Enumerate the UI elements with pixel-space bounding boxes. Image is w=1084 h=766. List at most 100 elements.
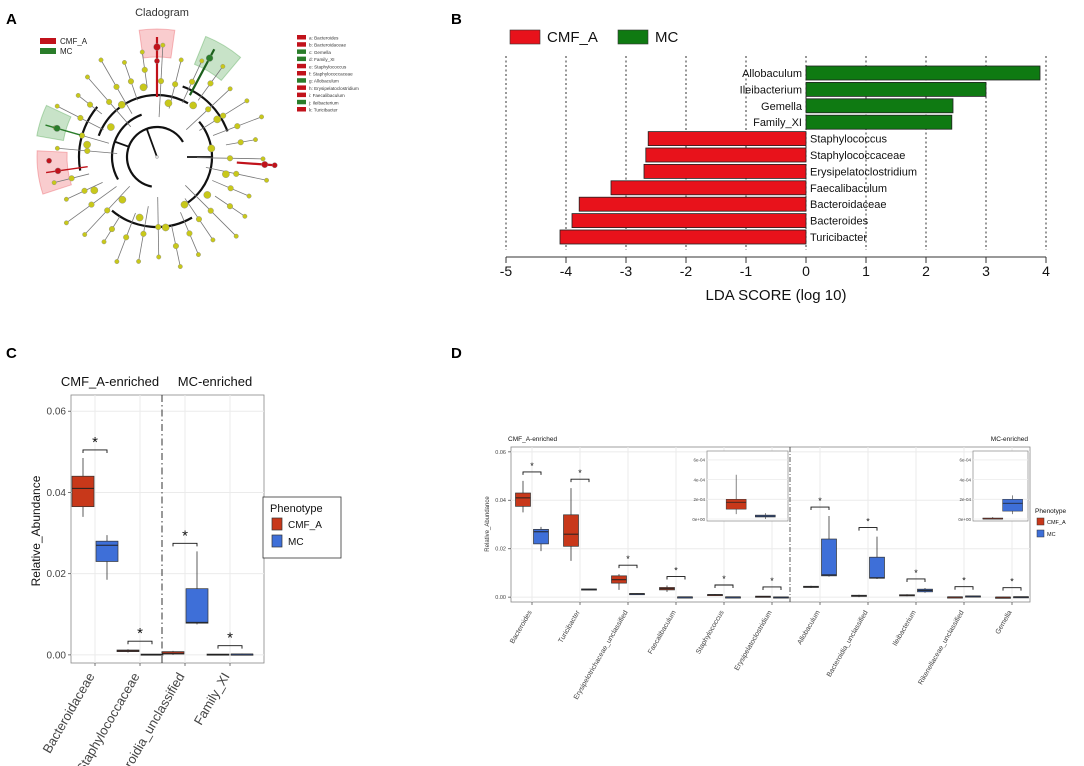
- y-tick-label: 0.04: [47, 488, 67, 499]
- legend-swatch-mc: [617, 29, 649, 45]
- clade-node: [178, 57, 184, 63]
- cladogram-title: Cladogram: [135, 7, 189, 19]
- legend-label-cmf_a: CMF_A: [60, 37, 88, 46]
- legend-swatch-cmf-a: [1036, 517, 1045, 526]
- clade-node: [261, 161, 269, 168]
- taxa-key-label: k: Turicibacter: [309, 108, 338, 113]
- clade-node: [160, 42, 166, 48]
- legend-label-mc: MC: [60, 47, 73, 56]
- inset-plot-cmf: 0e+00 2e-04 4e-04 6e-04: [692, 450, 789, 522]
- clade-node: [227, 185, 234, 192]
- x-tick-label: -5: [500, 263, 513, 279]
- taxa-key-swatch: [297, 42, 306, 47]
- y-tick-label: 0.00: [47, 650, 67, 661]
- x-tick-label: Rikenellaceae_unclassified: [917, 609, 965, 686]
- clade-node: [87, 101, 94, 108]
- clade-node: [207, 80, 214, 87]
- clade-node: [63, 196, 69, 202]
- x-tick-label: Staphylococcus: [695, 609, 726, 655]
- legend-swatch-mc: [271, 534, 283, 548]
- x-tick-label: 1: [862, 263, 870, 279]
- clade-node: [118, 195, 127, 204]
- box-cmf_a: [563, 514, 579, 547]
- sig-star: *: [530, 461, 534, 471]
- clade-node: [226, 203, 233, 210]
- clade-arc: [182, 85, 229, 132]
- legend-label-cmf-a: CMF_A: [288, 520, 322, 531]
- panel-letter-c: C: [6, 345, 17, 362]
- legend-title: Phenotype: [1035, 508, 1066, 515]
- clade-node: [106, 98, 113, 105]
- inset-tick-label: 6e-04: [959, 458, 971, 463]
- clade-node: [220, 63, 226, 69]
- clade-branch: [236, 161, 275, 167]
- clade-arc: [125, 125, 184, 188]
- sig-star: *: [866, 517, 870, 527]
- taxa-key-swatch: [297, 107, 306, 112]
- clade-node: [84, 147, 91, 154]
- bar-bacteroidaceae: [578, 196, 807, 212]
- bar-staphylococcus: [647, 131, 807, 147]
- clade-node: [156, 254, 162, 260]
- box-mc: [869, 556, 885, 579]
- clade-node: [101, 239, 107, 245]
- taxa-key-label: a: Bacteroides: [309, 36, 339, 41]
- boxplot-c: 0.000.020.040.06*Bacteroidaceae*Staphylo…: [29, 374, 342, 766]
- sig-bracket: [954, 586, 974, 590]
- y-tick-label: 0.02: [47, 569, 67, 580]
- legend-label-cmf-a: CMF_A: [1047, 520, 1066, 526]
- sig-bracket: [714, 584, 734, 589]
- taxa-key-swatch: [297, 85, 306, 90]
- bar-turicibacter: [559, 229, 807, 245]
- clade-node: [127, 78, 134, 85]
- clade-node: [195, 216, 202, 223]
- clade-node: [114, 259, 120, 264]
- bar-label-ileibacterium: Ileibacterium: [740, 84, 802, 96]
- clade-node: [271, 162, 278, 169]
- x-tick-label: Ileibacterium: [892, 609, 918, 647]
- legend-swatch-cmf-a: [271, 517, 283, 531]
- clade-highlight: [36, 104, 72, 142]
- clade-node: [85, 74, 90, 80]
- inset-tick-label: 4e-04: [959, 477, 971, 482]
- bar-label-staphylococcaceae: Staphylococcaceae: [810, 150, 905, 162]
- clade-node: [233, 233, 239, 239]
- clade-node: [155, 155, 159, 159]
- panel-letter-a: A: [6, 11, 17, 28]
- x-tick-label: Erysipelotrichaceae_unclassified: [573, 609, 630, 701]
- clade-node: [79, 132, 86, 139]
- bar-erysipelatoclostridium: [643, 163, 807, 179]
- inset-tick-label: 0e+00: [692, 517, 705, 522]
- sig-bracket: [762, 586, 782, 590]
- bar-label-staphylococcus: Staphylococcus: [810, 134, 888, 146]
- clade-node: [226, 155, 233, 162]
- x-axis-title: LDA SCORE (log 10): [706, 287, 847, 304]
- clade-node: [139, 49, 145, 55]
- legend-swatch-cmf_a: [40, 38, 56, 44]
- clade-node: [153, 43, 161, 51]
- x-tick-label: 2: [922, 263, 930, 279]
- bar-faecalibaculum: [610, 180, 807, 196]
- sig-star: *: [914, 568, 918, 578]
- x-tick-label: Erysipelatoclostridium: [734, 609, 774, 672]
- sig-star: *: [626, 554, 630, 564]
- sig-bracket: [570, 478, 590, 483]
- sig-bracket: [906, 578, 926, 582]
- clade-branch: [145, 128, 158, 158]
- box-cmf_a: [71, 475, 95, 508]
- clade-node: [107, 123, 115, 131]
- bar-label-allobaculum: Allobaculum: [742, 68, 802, 80]
- bar-gemella: [805, 98, 954, 114]
- bar-ileibacterium: [805, 82, 987, 97]
- clade-node: [83, 140, 91, 149]
- inset-panel: [706, 450, 789, 522]
- clade-node: [259, 114, 264, 120]
- clade-node: [108, 226, 115, 233]
- sig-bracket: [666, 576, 686, 580]
- taxa-key-label: b: Bacteroidaceae: [309, 43, 346, 48]
- clade-node: [205, 54, 214, 62]
- lda-bar-chart: CMF_A MC -5 -4 -3 -2 -1 0 1 2 3 4 LDA SCORE (log 10)…: [500, 29, 1050, 304]
- clade-node: [90, 186, 99, 195]
- bar-label-bacteroidaceae: Bacteroidaceae: [810, 199, 886, 211]
- clade-node: [172, 243, 179, 250]
